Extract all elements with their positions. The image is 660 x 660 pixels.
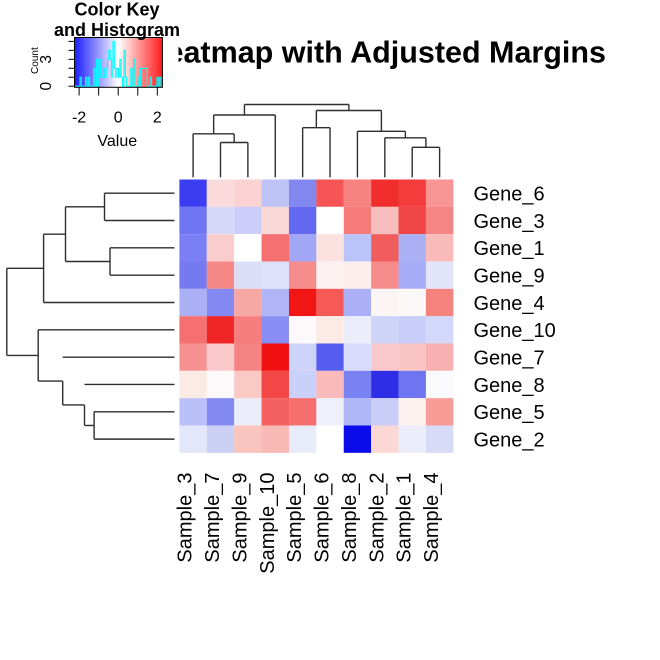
svg-text:Gene_3: Gene_3 <box>474 211 545 233</box>
svg-text:Gene_1: Gene_1 <box>474 238 545 260</box>
svg-text:Gene_9: Gene_9 <box>474 265 545 287</box>
svg-text:3: 3 <box>38 55 55 64</box>
svg-text:Sample_5: Sample_5 <box>284 473 306 563</box>
svg-text:Gene_6: Gene_6 <box>474 183 545 205</box>
svg-text:Sample_9: Sample_9 <box>229 473 251 563</box>
svg-text:Gene_8: Gene_8 <box>474 375 545 397</box>
svg-text:Sample_7: Sample_7 <box>202 473 224 563</box>
svg-text:Gene_5: Gene_5 <box>474 402 545 424</box>
svg-text:and Histogram: and Histogram <box>54 20 180 40</box>
svg-text:0: 0 <box>114 109 123 126</box>
svg-text:Sample_4: Sample_4 <box>421 473 443 563</box>
svg-text:Heatmap with Adjusted Margins: Heatmap with Adjusted Margins <box>144 35 606 69</box>
svg-text:Gene_4: Gene_4 <box>474 293 545 315</box>
svg-text:Sample_2: Sample_2 <box>366 473 388 563</box>
svg-text:0: 0 <box>38 82 55 91</box>
svg-text:Sample_3: Sample_3 <box>175 473 197 563</box>
svg-text:Sample_6: Sample_6 <box>312 473 334 563</box>
svg-text:Value: Value <box>97 133 137 150</box>
svg-text:2: 2 <box>153 109 162 126</box>
svg-text:Gene_10: Gene_10 <box>474 320 556 342</box>
svg-text:Color Key: Color Key <box>74 0 159 20</box>
svg-text:Sample_1: Sample_1 <box>394 473 416 563</box>
svg-text:Sample_10: Sample_10 <box>257 473 279 574</box>
svg-text:Gene_2: Gene_2 <box>474 429 545 451</box>
svg-text:-2: -2 <box>72 109 86 126</box>
svg-text:Sample_8: Sample_8 <box>339 473 361 563</box>
svg-text:Count: Count <box>30 47 41 74</box>
svg-text:Gene_7: Gene_7 <box>474 347 545 369</box>
